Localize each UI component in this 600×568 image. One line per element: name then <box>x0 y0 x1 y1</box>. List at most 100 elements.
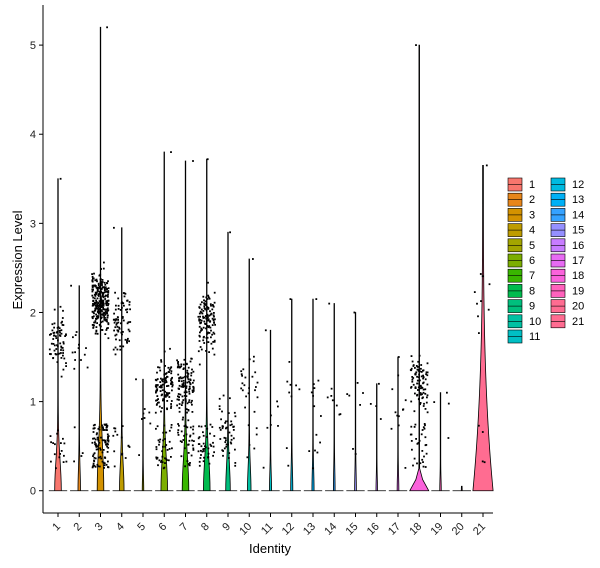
data-point <box>177 431 179 434</box>
data-point <box>421 397 424 400</box>
data-point <box>419 379 421 382</box>
data-point <box>171 376 173 379</box>
data-point <box>57 429 59 432</box>
data-point <box>91 324 94 326</box>
data-point <box>178 424 180 427</box>
data-point <box>414 373 417 376</box>
data-point <box>202 317 205 319</box>
data-point <box>102 295 104 298</box>
data-point <box>50 333 52 335</box>
data-point <box>420 364 423 366</box>
data-point <box>331 399 334 402</box>
data-point <box>199 335 201 338</box>
data-point <box>426 371 429 374</box>
data-point <box>418 354 421 357</box>
data-point <box>92 453 95 456</box>
data-point <box>155 457 158 460</box>
data-point <box>117 330 120 333</box>
data-point <box>104 288 106 290</box>
data-point <box>126 340 128 343</box>
data-point <box>417 360 420 363</box>
data-point <box>59 335 62 337</box>
data-point <box>220 418 222 421</box>
data-point <box>200 308 203 311</box>
data-point <box>165 431 168 434</box>
data-point <box>298 388 301 391</box>
data-point <box>404 467 407 469</box>
data-point <box>287 464 290 467</box>
data-point <box>103 311 105 314</box>
data-point <box>230 434 233 437</box>
data-point <box>185 362 188 365</box>
data-point <box>112 348 115 351</box>
data-point <box>182 399 185 401</box>
data-point <box>187 372 190 375</box>
data-point <box>77 347 80 349</box>
data-point <box>253 447 256 450</box>
legend-label: 5 <box>529 240 535 252</box>
data-point <box>252 360 255 363</box>
data-point <box>114 430 117 433</box>
data-point <box>107 309 110 312</box>
data-point <box>120 453 123 456</box>
data-point <box>218 408 221 410</box>
data-point <box>204 300 207 303</box>
data-point <box>189 426 192 429</box>
data-point <box>73 460 75 463</box>
data-point <box>62 461 65 463</box>
data-point <box>114 353 117 356</box>
data-point <box>394 411 397 414</box>
data-point <box>192 370 195 373</box>
data-point <box>253 410 256 413</box>
data-point <box>426 411 429 414</box>
data-point <box>187 443 190 446</box>
data-point <box>483 461 486 464</box>
data-point <box>410 400 413 403</box>
data-point <box>224 437 227 440</box>
data-point <box>226 420 229 423</box>
data-point <box>97 294 100 296</box>
data-point <box>104 295 106 298</box>
data-point <box>164 457 166 460</box>
data-point <box>416 375 418 378</box>
data-point <box>101 279 104 281</box>
data-point <box>93 437 96 440</box>
data-point <box>197 350 200 353</box>
data-point <box>234 448 236 451</box>
data-point <box>161 379 163 381</box>
data-point <box>205 436 208 438</box>
data-point <box>95 445 98 447</box>
data-point <box>92 326 95 329</box>
data-point <box>61 324 64 326</box>
data-point <box>129 321 132 323</box>
data-point <box>487 308 490 311</box>
data-point <box>203 316 206 319</box>
data-point <box>124 457 127 459</box>
legend-item-12: 12 <box>550 177 584 192</box>
data-point <box>162 383 164 386</box>
data-point <box>205 317 208 320</box>
data-point <box>270 414 272 417</box>
data-point <box>158 441 161 443</box>
data-point <box>184 465 186 468</box>
data-point <box>204 315 207 317</box>
data-point <box>203 456 205 459</box>
data-point <box>160 461 162 463</box>
data-point <box>166 376 169 378</box>
points-17 <box>390 356 407 469</box>
data-point <box>199 331 201 334</box>
data-point <box>417 376 420 379</box>
legend-item-8: 8 <box>507 284 535 298</box>
x-tick-label: 17 <box>386 521 403 538</box>
data-point <box>206 314 209 317</box>
legend-item-5: 5 <box>507 238 535 253</box>
data-point <box>99 303 101 306</box>
data-point <box>101 313 104 316</box>
data-point <box>63 357 66 360</box>
violin-1 <box>48 178 68 492</box>
data-point <box>200 311 203 314</box>
data-point <box>207 452 210 455</box>
data-point <box>107 327 109 329</box>
data-point <box>277 425 279 427</box>
data-point <box>193 440 195 442</box>
